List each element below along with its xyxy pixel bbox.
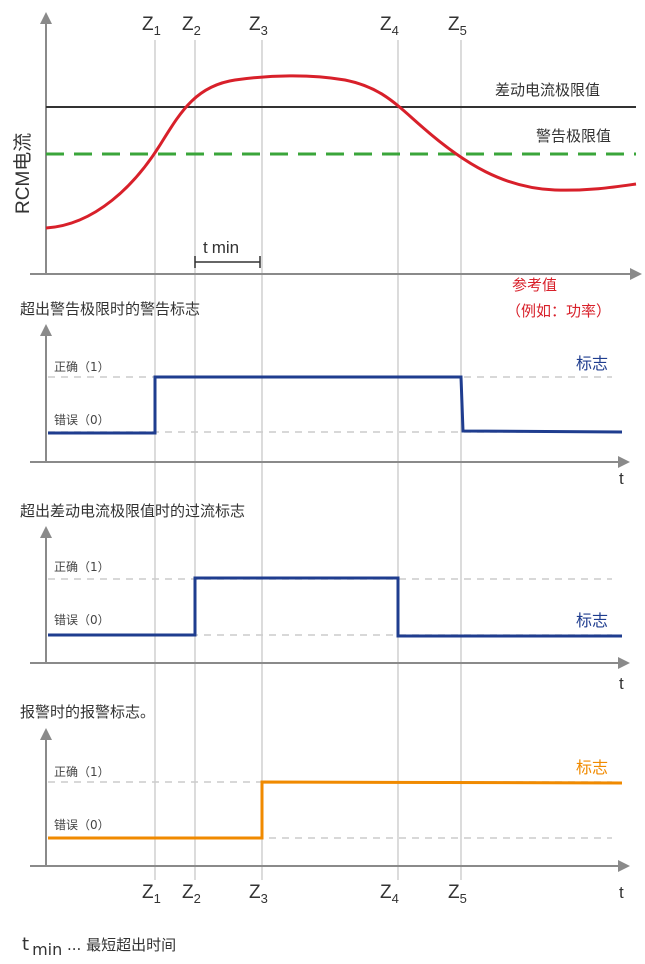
footnote-tmin-sub: min (32, 940, 62, 959)
tmin-label: t min (203, 238, 239, 257)
marker-labels-top: Z1 Z2 Z3 Z4 Z5 (142, 14, 467, 38)
marker-label-z4-bottom: Z4 (380, 882, 399, 906)
panel2-true-label: 正确（1） (54, 560, 110, 574)
rcm-current-axis-label: RCM电流 (12, 133, 34, 214)
warning-limit-label: 警告极限值 (536, 127, 611, 145)
marker-label-z1-bottom: Z1 (142, 882, 161, 906)
warning-flag-panel: 超出警告极限时的警告标志 正确（1） 错误（0） 标志 t (20, 300, 630, 488)
panel2-flag-label: 标志 (576, 611, 608, 630)
differential-current-limit-label: 差动电流极限值 (495, 81, 600, 99)
marker-label-z2-top: Z2 (182, 14, 201, 38)
warning-flag-signal (48, 375, 623, 435)
panel3-false-label: 错误（0） (54, 818, 110, 832)
marker-guides (154, 40, 462, 880)
alarm-flag-signal (48, 780, 623, 840)
marker-label-z3-bottom: Z3 (249, 882, 268, 906)
marker-labels-bottom: Z1 Z2 Z3 Z4 Z5 (142, 882, 467, 906)
panel1-false-label: 错误（0） (54, 413, 110, 427)
panel1-time-label: t (619, 469, 624, 488)
tmin-footnote: t min ... 最短超出时间 (22, 934, 176, 959)
marker-label-z1-top: Z1 (142, 14, 161, 38)
panel1-true-label: 正确（1） (54, 360, 110, 374)
panel2-time-label: t (619, 674, 624, 693)
marker-label-z4-top: Z4 (380, 14, 399, 38)
panel2-false-label: 错误（0） (54, 613, 110, 627)
alarm-flag-panel: 报警时的报警标志。 正确（1） 错误（0） 标志 t (20, 703, 630, 902)
alarm-flag-caption: 报警时的报警标志。 (20, 703, 155, 721)
footnote-text: ... 最短超出时间 (62, 936, 176, 954)
reference-value-label: 参考值 (512, 276, 557, 294)
marker-label-z2-bottom: Z2 (182, 882, 201, 906)
warning-flag-caption: 超出警告极限时的警告标志 (20, 300, 200, 318)
rcm-current-curve (45, 74, 637, 230)
footnote-tmin-main: t (22, 934, 29, 955)
marker-label-z5-bottom: Z5 (448, 882, 467, 906)
marker-label-z3-top: Z3 (249, 14, 268, 38)
panel3-time-label: t (619, 883, 624, 902)
overcurrent-flag-caption: 超出差动电流极限值时的过流标志 (20, 502, 245, 520)
panel3-true-label: 正确（1） (54, 765, 110, 779)
panel1-flag-label: 标志 (576, 354, 608, 373)
panel3-flag-label: 标志 (576, 758, 608, 777)
marker-label-z5-top: Z5 (448, 14, 467, 38)
reference-value-example: （例如：功率） (506, 302, 611, 320)
rcm-current-chart: RCM电流 差动电流极限值 警告极限值 t min 参考值 （例如：功率） (12, 12, 642, 320)
overcurrent-flag-signal (48, 576, 622, 638)
overcurrent-flag-panel: 超出差动电流极限值时的过流标志 正确（1） 错误（0） 标志 t (20, 502, 630, 693)
